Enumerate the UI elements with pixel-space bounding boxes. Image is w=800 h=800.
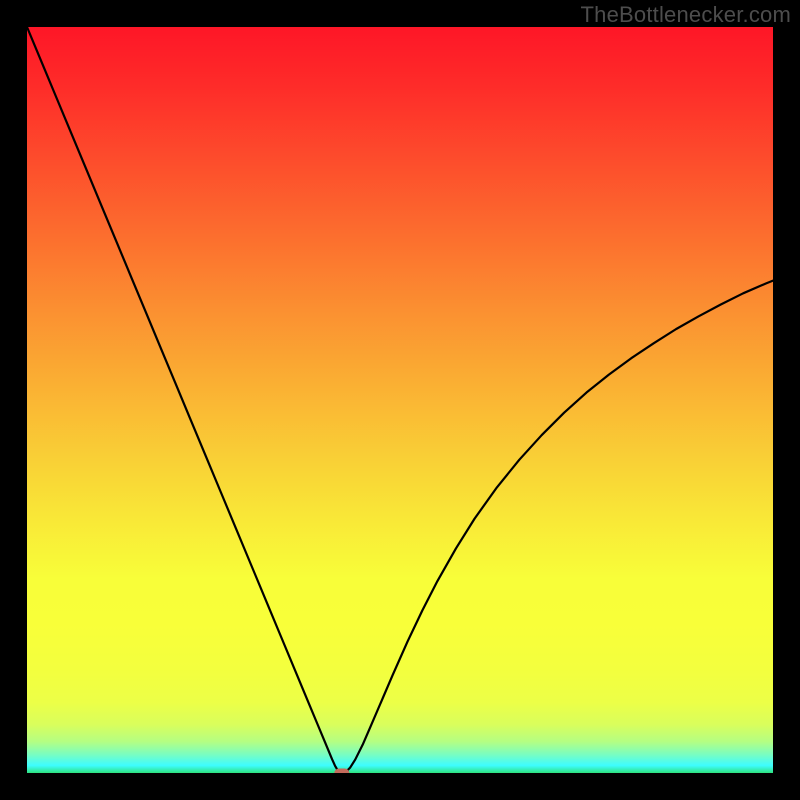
frame-bottom [0,773,800,800]
frame-right [773,0,800,800]
watermark-text: TheBottlenecker.com [581,2,791,28]
frame-left [0,0,27,800]
bottleneck-chart [0,0,800,800]
